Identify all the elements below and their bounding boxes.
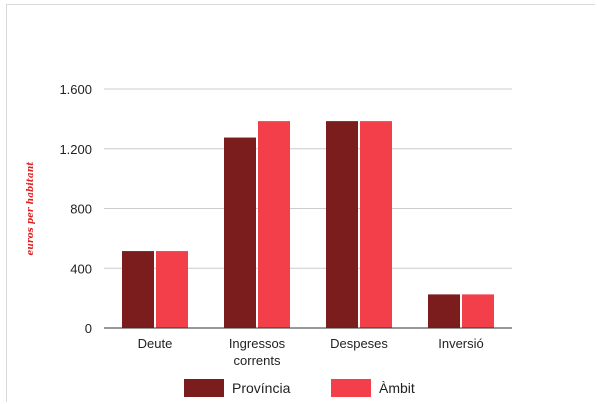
legend: Província Àmbit: [184, 379, 415, 397]
legend-swatch: [331, 379, 371, 397]
x-tick-label: Inversió: [438, 336, 484, 351]
bar: [360, 121, 392, 328]
x-tick-label: Deute: [138, 336, 173, 351]
bar: [326, 121, 358, 328]
x-tick-label: corrents: [234, 353, 281, 368]
y-tick-label: 0: [85, 321, 92, 336]
gridlines: [104, 88, 512, 269]
x-axis-ticks: Deute Ingressos corrents Despeses Inversió: [138, 336, 484, 368]
y-axis-label: euros per habitant: [26, 161, 36, 256]
x-tick-label: Despeses: [330, 336, 388, 351]
bar: [224, 137, 256, 328]
bar: [258, 121, 290, 328]
bar: [156, 251, 188, 328]
y-tick-label: 800: [70, 202, 92, 217]
chart-frame: [6, 4, 595, 402]
x-tick-label: Ingressos: [229, 336, 286, 351]
legend-swatch: [184, 379, 224, 397]
bars: [122, 121, 494, 328]
bar: [462, 294, 494, 328]
bar: [122, 251, 154, 328]
bar: [428, 294, 460, 328]
y-tick-label: 1.600: [59, 82, 92, 97]
legend-label: Província: [232, 380, 291, 396]
y-axis-ticks: 0 400 800 1.200 1.600: [59, 82, 92, 336]
y-tick-label: 400: [70, 261, 92, 276]
y-tick-label: 1.200: [59, 142, 92, 157]
legend-label: Àmbit: [379, 380, 415, 396]
